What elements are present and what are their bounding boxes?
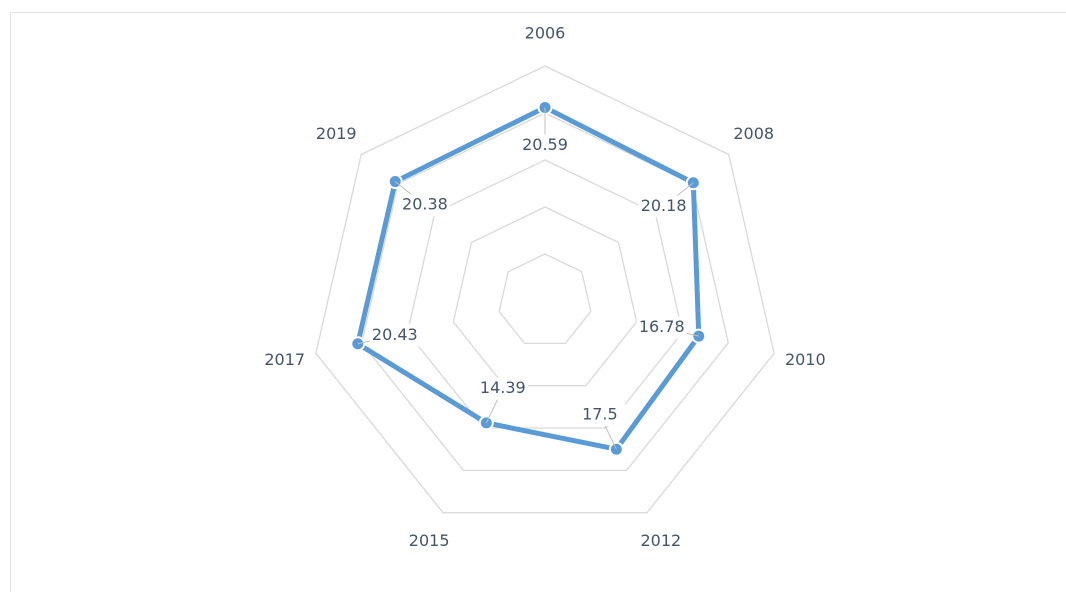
- label-bg: [520, 134, 570, 157]
- category-label: 2006: [525, 24, 566, 43]
- label-bg: [477, 377, 528, 400]
- grid-ring: [498, 253, 592, 344]
- series-line: [355, 104, 702, 452]
- grid-ring: [315, 65, 775, 514]
- data-label: 20.43: [372, 325, 418, 344]
- data-label: 20.38: [402, 195, 448, 214]
- label-bg: [638, 195, 689, 218]
- data-label: 14.39: [480, 378, 526, 397]
- category-label: 2019: [316, 124, 357, 143]
- category-label: 2012: [640, 531, 681, 550]
- chart-frame: [10, 12, 1066, 592]
- category-label: 2017: [264, 350, 305, 369]
- label-bg: [369, 324, 420, 347]
- data-label: 20.18: [641, 196, 687, 215]
- category-label: 2010: [785, 350, 826, 369]
- label-bg: [399, 194, 450, 217]
- label-bg: [574, 403, 625, 426]
- label-bg: [636, 316, 687, 339]
- grid-ring: [406, 159, 684, 429]
- grid-ring: [361, 112, 729, 472]
- category-label: 2008: [733, 124, 774, 143]
- data-label: 20.59: [522, 135, 568, 154]
- data-label: 17.5: [582, 404, 618, 423]
- grid-ring: [452, 206, 638, 387]
- category-label: 2015: [409, 531, 450, 550]
- data-label: 16.78: [639, 317, 685, 336]
